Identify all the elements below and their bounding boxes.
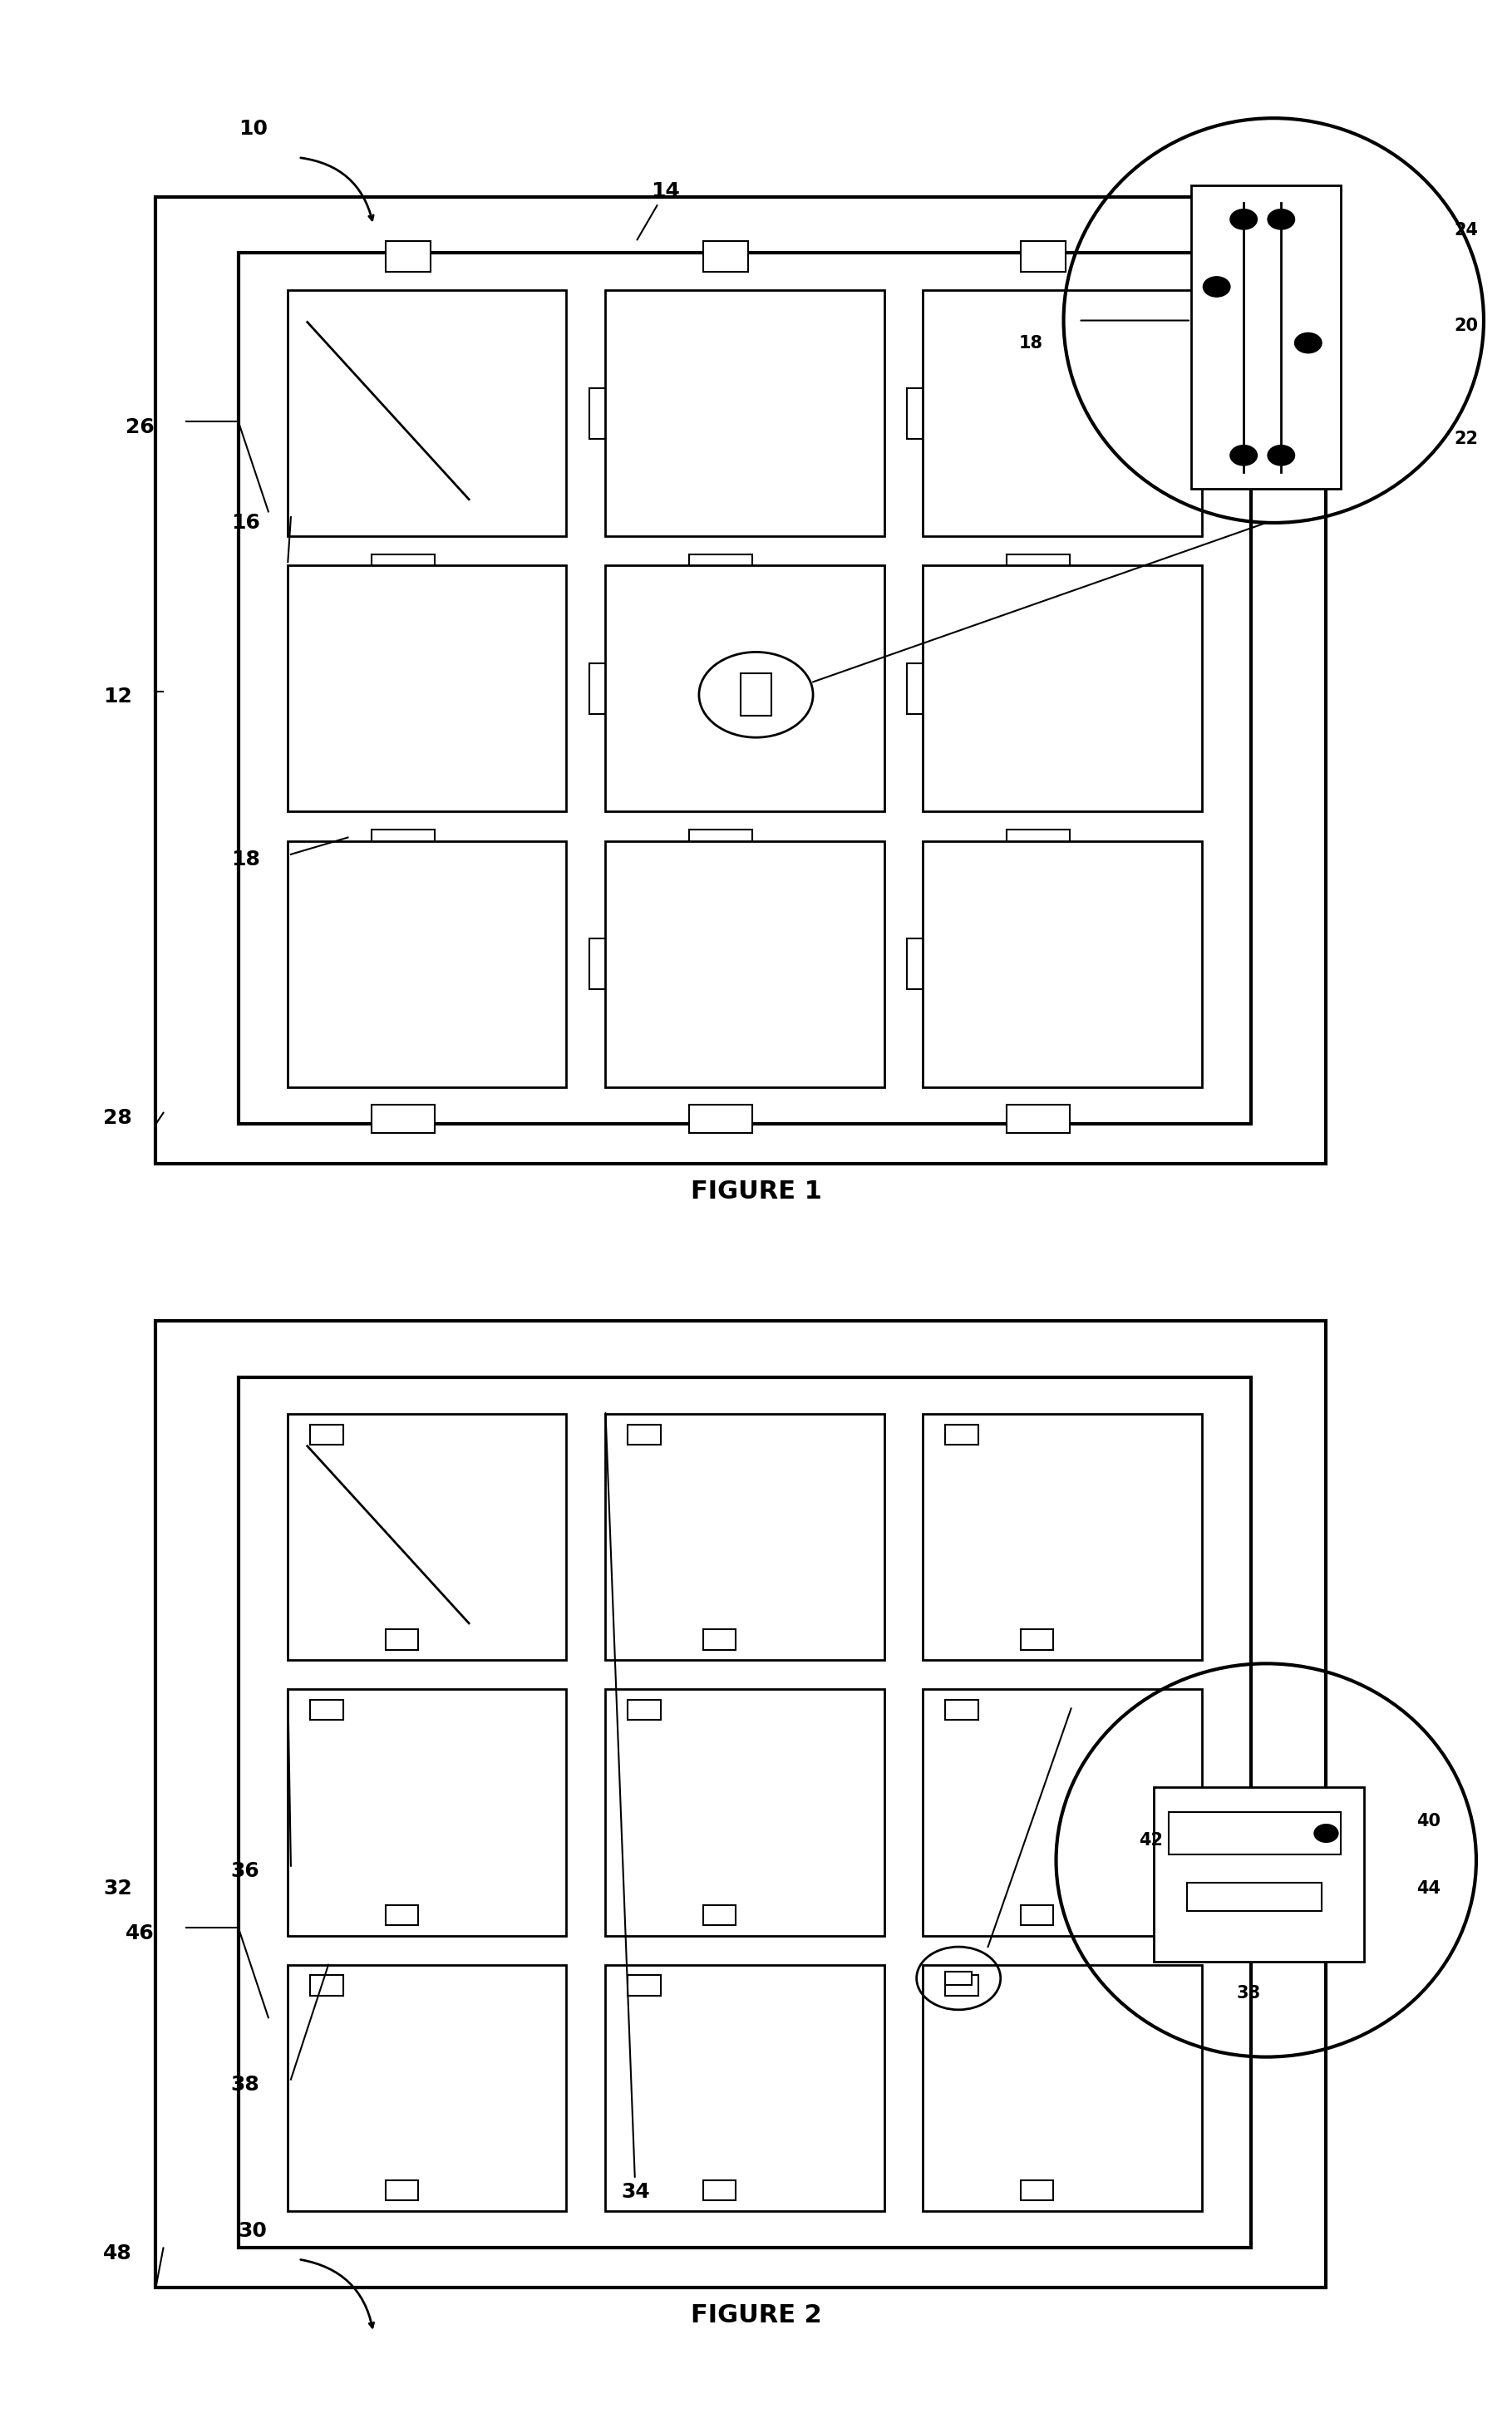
Bar (689, 554, 751, 583)
Bar (1021, 2180, 1054, 2200)
Text: FIGURE 1: FIGURE 1 (691, 1180, 821, 1204)
Bar (372, 1105, 434, 1134)
Bar (372, 830, 434, 857)
Bar (386, 240, 431, 272)
Text: 42: 42 (1139, 1831, 1163, 1848)
Bar (239, 1377, 1250, 2248)
Bar (605, 1413, 885, 1661)
Text: 46: 46 (125, 1923, 154, 1942)
Bar (605, 840, 885, 1088)
Bar (689, 1105, 751, 1134)
Bar (605, 1690, 885, 1935)
Bar (1154, 1787, 1364, 1962)
Bar (590, 940, 618, 988)
Bar (703, 1906, 736, 1925)
Text: 44: 44 (1417, 1879, 1441, 1896)
Bar (1021, 1906, 1054, 1925)
Circle shape (1267, 444, 1294, 466)
Bar (741, 673, 771, 716)
Bar (310, 1700, 343, 1719)
Text: 18: 18 (231, 850, 260, 869)
Text: 18: 18 (1019, 335, 1043, 352)
Text: 12: 12 (103, 687, 132, 707)
Text: FIGURE 2: FIGURE 2 (691, 2304, 821, 2328)
Bar (1191, 185, 1341, 488)
Bar (689, 830, 751, 857)
Bar (386, 1906, 419, 1925)
Bar (703, 1629, 736, 1649)
Bar (907, 940, 936, 988)
Text: 34: 34 (605, 1413, 650, 2202)
Text: 26: 26 (125, 418, 154, 437)
Bar (386, 1629, 419, 1649)
Bar (703, 240, 748, 272)
Text: 14: 14 (637, 182, 680, 240)
Bar (310, 1976, 343, 1996)
Bar (605, 289, 885, 537)
Bar (922, 840, 1202, 1088)
Bar (1169, 1811, 1341, 1855)
Bar (945, 1425, 978, 1445)
Bar (287, 840, 567, 1088)
Text: 20: 20 (1453, 318, 1477, 335)
Text: 22: 22 (1453, 430, 1477, 447)
Bar (627, 1700, 661, 1719)
Circle shape (1314, 1823, 1338, 1843)
Text: 28: 28 (103, 1107, 132, 1129)
Bar (287, 1413, 567, 1661)
Bar (1021, 1629, 1054, 1649)
Bar (1007, 1105, 1069, 1134)
Circle shape (1267, 209, 1294, 228)
Bar (156, 197, 1326, 1163)
Bar (922, 1413, 1202, 1661)
Bar (922, 1690, 1202, 1935)
Text: 10: 10 (239, 119, 268, 138)
Bar (372, 554, 434, 583)
Bar (922, 289, 1202, 537)
Bar (287, 566, 567, 811)
Bar (605, 1964, 885, 2212)
Bar (239, 253, 1250, 1124)
Bar (287, 1690, 567, 1935)
Circle shape (1231, 209, 1256, 228)
Bar (945, 1972, 972, 1986)
Text: 36: 36 (231, 1862, 260, 1882)
Bar (922, 1964, 1202, 2212)
Bar (1021, 240, 1066, 272)
Bar (1007, 830, 1069, 857)
Bar (907, 663, 936, 714)
Bar (703, 2180, 736, 2200)
Text: 38: 38 (1237, 1984, 1259, 2001)
Text: 48: 48 (103, 2243, 132, 2263)
Bar (310, 1425, 343, 1445)
Text: 16: 16 (231, 512, 260, 532)
Bar (590, 663, 618, 714)
Bar (605, 566, 885, 811)
Bar (1187, 1882, 1321, 1911)
Text: 40: 40 (1417, 1814, 1441, 1828)
Bar (287, 289, 567, 537)
Circle shape (1204, 277, 1231, 296)
Bar (287, 1964, 567, 2212)
Bar (627, 1976, 661, 1996)
Bar (945, 1976, 978, 1996)
Circle shape (1294, 333, 1321, 352)
Circle shape (1231, 444, 1256, 466)
Bar (907, 388, 936, 439)
Bar (386, 2180, 419, 2200)
Text: 30: 30 (239, 2222, 268, 2241)
Text: 38: 38 (231, 2076, 260, 2095)
Bar (1007, 554, 1069, 583)
Bar (590, 388, 618, 439)
Text: 24: 24 (1453, 223, 1477, 238)
Bar (945, 1700, 978, 1719)
Bar (156, 1321, 1326, 2287)
Bar (922, 566, 1202, 811)
Bar (627, 1425, 661, 1445)
Text: 32: 32 (103, 1879, 132, 1899)
